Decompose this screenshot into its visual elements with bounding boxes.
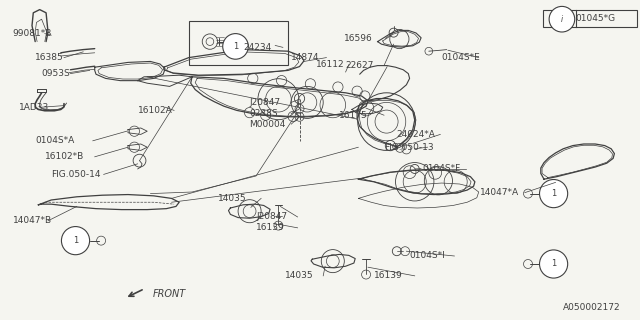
Circle shape <box>540 250 568 278</box>
Text: 24024*A: 24024*A <box>397 130 436 139</box>
Text: 14035: 14035 <box>218 194 246 203</box>
Circle shape <box>549 6 575 32</box>
Text: 1AD33: 1AD33 <box>19 103 49 112</box>
Text: 0104S*I: 0104S*I <box>410 252 445 260</box>
Text: i: i <box>561 15 563 24</box>
Text: 1: 1 <box>233 42 238 51</box>
Text: 16102*B: 16102*B <box>45 152 84 161</box>
Text: FIG.050-14: FIG.050-14 <box>51 170 100 179</box>
Circle shape <box>61 227 90 255</box>
Text: 16596: 16596 <box>344 34 373 43</box>
Text: 16102A: 16102A <box>138 106 172 115</box>
Text: M00004: M00004 <box>250 120 286 129</box>
Text: 1: 1 <box>551 260 556 268</box>
Text: 0238S: 0238S <box>250 109 278 118</box>
Text: 16139: 16139 <box>374 271 403 280</box>
Text: A050002172: A050002172 <box>563 303 621 312</box>
Text: 0953S: 0953S <box>42 69 70 78</box>
Bar <box>543 10 637 27</box>
Text: FIG.050-13: FIG.050-13 <box>384 143 434 152</box>
Circle shape <box>540 180 568 208</box>
Text: 0104S*F: 0104S*F <box>422 164 461 173</box>
Text: 99081*B: 99081*B <box>13 29 52 38</box>
Text: 1: 1 <box>551 189 556 198</box>
Bar <box>189 21 288 65</box>
Text: 16112: 16112 <box>316 60 344 69</box>
Text: 0104S*E: 0104S*E <box>442 53 481 62</box>
Text: 24234: 24234 <box>243 43 271 52</box>
Text: 0104S*A: 0104S*A <box>35 136 74 145</box>
Text: FRONT: FRONT <box>152 289 186 299</box>
Text: 14047*A: 14047*A <box>480 188 519 197</box>
Text: 01045*G: 01045*G <box>575 14 615 23</box>
Text: 22627: 22627 <box>346 61 374 70</box>
Text: J20847: J20847 <box>250 98 281 107</box>
Text: 1: 1 <box>73 236 78 245</box>
Text: 14035: 14035 <box>285 271 314 280</box>
Text: 16175: 16175 <box>339 111 368 120</box>
Text: 16385: 16385 <box>35 53 64 62</box>
Circle shape <box>223 34 248 59</box>
Text: J20847: J20847 <box>256 212 287 221</box>
Text: 14047*B: 14047*B <box>13 216 52 225</box>
Text: 14874: 14874 <box>291 53 320 62</box>
Text: 16139: 16139 <box>256 223 285 232</box>
